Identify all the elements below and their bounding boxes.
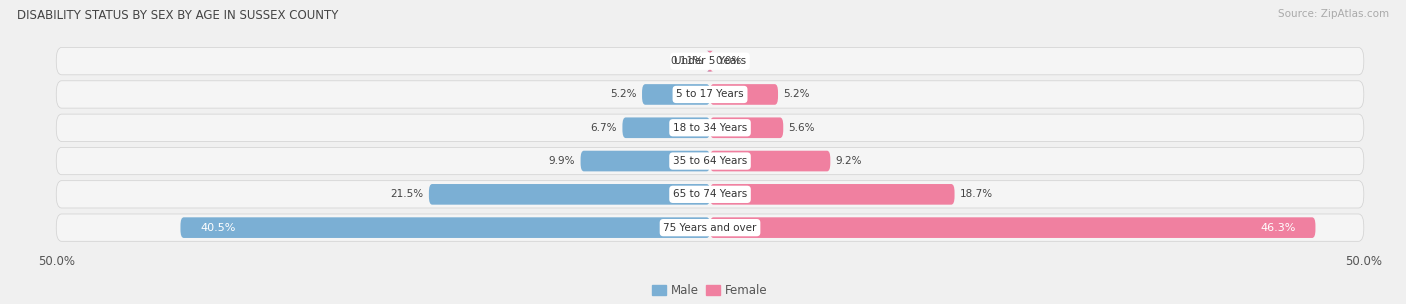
Text: 65 to 74 Years: 65 to 74 Years bbox=[673, 189, 747, 199]
Legend: Male, Female: Male, Female bbox=[648, 280, 772, 302]
FancyBboxPatch shape bbox=[707, 51, 713, 71]
FancyBboxPatch shape bbox=[710, 84, 778, 105]
Text: 5 to 17 Years: 5 to 17 Years bbox=[676, 89, 744, 99]
FancyBboxPatch shape bbox=[429, 184, 710, 205]
Text: 21.5%: 21.5% bbox=[391, 189, 423, 199]
FancyBboxPatch shape bbox=[710, 217, 1316, 238]
Text: 46.3%: 46.3% bbox=[1260, 223, 1296, 233]
Text: 18.7%: 18.7% bbox=[960, 189, 993, 199]
Text: DISABILITY STATUS BY SEX BY AGE IN SUSSEX COUNTY: DISABILITY STATUS BY SEX BY AGE IN SUSSE… bbox=[17, 9, 339, 22]
Text: Source: ZipAtlas.com: Source: ZipAtlas.com bbox=[1278, 9, 1389, 19]
FancyBboxPatch shape bbox=[56, 47, 1364, 75]
FancyBboxPatch shape bbox=[56, 147, 1364, 175]
Text: 0.0%: 0.0% bbox=[716, 56, 741, 66]
FancyBboxPatch shape bbox=[56, 214, 1364, 241]
FancyBboxPatch shape bbox=[56, 181, 1364, 208]
FancyBboxPatch shape bbox=[710, 184, 955, 205]
FancyBboxPatch shape bbox=[707, 51, 711, 71]
FancyBboxPatch shape bbox=[710, 117, 783, 138]
FancyBboxPatch shape bbox=[56, 81, 1364, 108]
Text: 40.5%: 40.5% bbox=[200, 223, 235, 233]
Text: 5.2%: 5.2% bbox=[783, 89, 810, 99]
Text: Under 5 Years: Under 5 Years bbox=[673, 56, 747, 66]
Text: 9.9%: 9.9% bbox=[548, 156, 575, 166]
FancyBboxPatch shape bbox=[581, 151, 710, 171]
Text: 9.2%: 9.2% bbox=[835, 156, 862, 166]
Text: 35 to 64 Years: 35 to 64 Years bbox=[673, 156, 747, 166]
Text: 0.11%: 0.11% bbox=[671, 56, 703, 66]
FancyBboxPatch shape bbox=[56, 114, 1364, 141]
Text: 5.2%: 5.2% bbox=[610, 89, 637, 99]
Text: 6.7%: 6.7% bbox=[591, 123, 617, 133]
Text: 18 to 34 Years: 18 to 34 Years bbox=[673, 123, 747, 133]
Text: 5.6%: 5.6% bbox=[789, 123, 815, 133]
FancyBboxPatch shape bbox=[623, 117, 710, 138]
FancyBboxPatch shape bbox=[643, 84, 710, 105]
Text: 75 Years and over: 75 Years and over bbox=[664, 223, 756, 233]
FancyBboxPatch shape bbox=[180, 217, 710, 238]
FancyBboxPatch shape bbox=[710, 151, 831, 171]
